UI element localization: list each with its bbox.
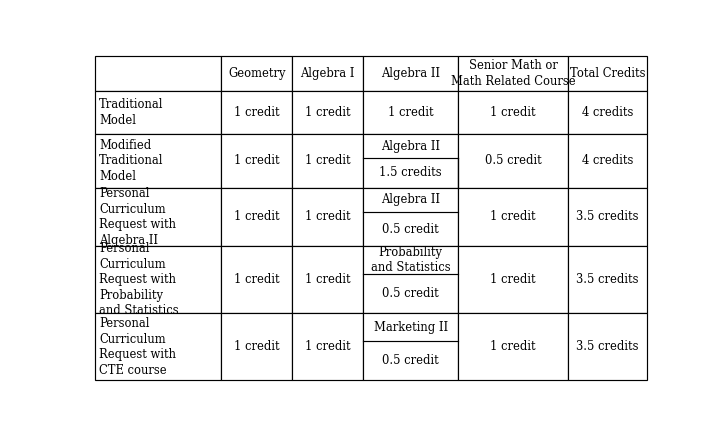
Bar xyxy=(222,187,292,246)
Text: 1 credit: 1 credit xyxy=(305,210,350,223)
Bar xyxy=(95,56,222,91)
Text: 1 credit: 1 credit xyxy=(388,106,434,119)
Bar xyxy=(363,313,458,381)
Bar xyxy=(458,246,568,313)
Text: 1 credit: 1 credit xyxy=(305,154,350,167)
Bar xyxy=(95,134,222,187)
Bar xyxy=(458,187,568,246)
Text: Traditional
Model: Traditional Model xyxy=(99,98,164,127)
Bar xyxy=(95,187,222,246)
Text: Algebra II: Algebra II xyxy=(382,140,440,152)
Text: 1 credit: 1 credit xyxy=(234,154,279,167)
Text: 1 credit: 1 credit xyxy=(234,273,279,286)
Text: Marketing II: Marketing II xyxy=(374,321,448,334)
Text: 1 credit: 1 credit xyxy=(490,106,536,119)
Bar xyxy=(95,313,222,381)
Text: Algebra II: Algebra II xyxy=(382,67,440,80)
Bar xyxy=(363,91,458,134)
Text: Algebra II: Algebra II xyxy=(382,194,440,206)
Bar xyxy=(458,134,568,187)
Text: 1 credit: 1 credit xyxy=(234,210,279,223)
Text: 4 credits: 4 credits xyxy=(581,154,633,167)
Bar xyxy=(363,246,458,313)
Bar xyxy=(95,91,222,134)
Bar xyxy=(292,246,363,313)
Bar xyxy=(568,56,647,91)
Text: 1 credit: 1 credit xyxy=(490,273,536,286)
Text: 1 credit: 1 credit xyxy=(305,340,350,353)
Bar xyxy=(222,56,292,91)
Text: Geometry: Geometry xyxy=(228,67,285,80)
Text: 3.5 credits: 3.5 credits xyxy=(576,273,639,286)
Text: Personal
Curriculum
Request with
Algebra II: Personal Curriculum Request with Algebra… xyxy=(99,187,176,247)
Text: Total Credits: Total Credits xyxy=(570,67,645,80)
Text: Senior Math or
Math Related Course: Senior Math or Math Related Course xyxy=(450,59,576,88)
Bar xyxy=(292,187,363,246)
Text: 1 credit: 1 credit xyxy=(490,340,536,353)
Bar xyxy=(292,56,363,91)
Bar xyxy=(292,313,363,381)
Bar xyxy=(363,56,458,91)
Text: Personal
Curriculum
Request with
Probability
and Statistics: Personal Curriculum Request with Probabi… xyxy=(99,242,179,317)
Text: 1 credit: 1 credit xyxy=(305,273,350,286)
Text: 0.5 credit: 0.5 credit xyxy=(484,154,542,167)
Bar xyxy=(363,134,458,187)
Bar xyxy=(292,91,363,134)
Text: 1 credit: 1 credit xyxy=(234,340,279,353)
Bar xyxy=(568,134,647,187)
Text: 4 credits: 4 credits xyxy=(581,106,633,119)
Text: 0.5 credit: 0.5 credit xyxy=(382,222,439,235)
Text: 1 credit: 1 credit xyxy=(234,106,279,119)
Bar xyxy=(568,313,647,381)
Text: 1 credit: 1 credit xyxy=(305,106,350,119)
Text: Modified
Traditional
Model: Modified Traditional Model xyxy=(99,139,164,183)
Bar xyxy=(222,134,292,187)
Bar xyxy=(222,313,292,381)
Bar xyxy=(363,187,458,246)
Bar xyxy=(292,134,363,187)
Text: 0.5 credit: 0.5 credit xyxy=(382,355,439,368)
Bar xyxy=(95,246,222,313)
Text: 1 credit: 1 credit xyxy=(490,210,536,223)
Text: 3.5 credits: 3.5 credits xyxy=(576,210,639,223)
Bar xyxy=(222,246,292,313)
Text: Algebra I: Algebra I xyxy=(300,67,355,80)
Bar xyxy=(458,91,568,134)
Bar xyxy=(568,246,647,313)
Bar xyxy=(458,313,568,381)
Text: 0.5 credit: 0.5 credit xyxy=(382,287,439,300)
Bar xyxy=(568,187,647,246)
Text: Probability
and Statistics: Probability and Statistics xyxy=(371,246,450,274)
Text: 3.5 credits: 3.5 credits xyxy=(576,340,639,353)
Text: Personal
Curriculum
Request with
CTE course: Personal Curriculum Request with CTE cou… xyxy=(99,317,176,377)
Bar xyxy=(568,91,647,134)
Bar xyxy=(458,56,568,91)
Bar xyxy=(222,91,292,134)
Text: 1.5 credits: 1.5 credits xyxy=(379,166,442,179)
